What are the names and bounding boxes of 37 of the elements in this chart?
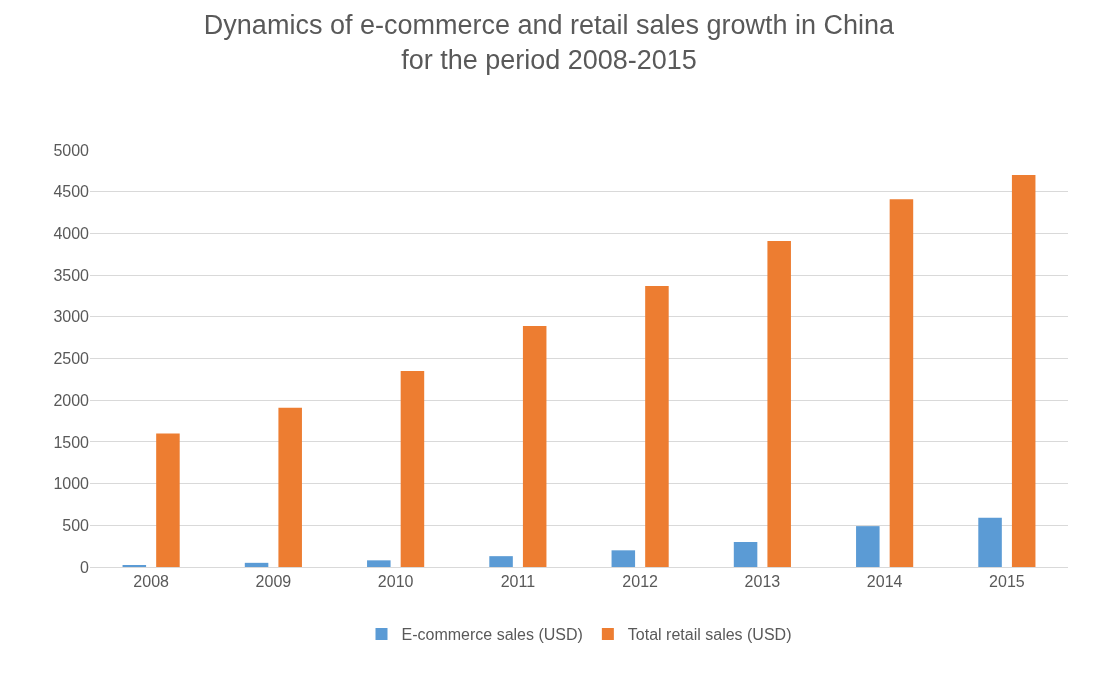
y-tick-label: 5000 [53,141,90,159]
bar [889,199,914,567]
bar [400,371,425,567]
x-tick-label: 2009 [255,573,292,591]
bar [1011,175,1036,567]
bar [522,325,547,567]
y-tick-label: 4500 [53,183,90,201]
bar [733,541,758,567]
bar [767,240,791,567]
y-tick-label: 3500 [53,266,90,284]
bar [645,285,669,567]
x-tick-label: 2011 [500,573,536,591]
x-tick-label: 2015 [989,573,1025,591]
bar [611,550,636,567]
y-tick-label: 4000 [53,225,90,242]
legend-label: Total retail sales (USD) [627,626,792,644]
bar [244,562,269,567]
bar [367,560,391,567]
bar [978,517,1002,567]
bar [489,556,513,567]
x-tick-label: 2008 [133,573,170,591]
bar [278,407,302,567]
y-tick-label: 2000 [53,391,90,409]
bar [156,433,180,567]
y-tick-label: 3000 [53,308,90,326]
y-tick-label: 1000 [53,475,90,493]
y-tick-label: 500 [62,516,90,534]
chart-title: Dynamics of e-commerce and retail sales growth in China for the period 2008-2015 [203,9,896,75]
legend-label: E-commerce sales (USD) [401,626,583,644]
y-tick-label: 0 [80,558,90,576]
y-tick-label: 1500 [53,433,90,451]
x-tick-label: 2014 [866,573,903,591]
bar [856,526,880,567]
x-tick-label: 2010 [377,573,414,591]
y-tick-label: 2500 [53,350,90,368]
x-tick-label: 2013 [744,573,781,591]
x-tick-label: 2012 [622,573,659,591]
